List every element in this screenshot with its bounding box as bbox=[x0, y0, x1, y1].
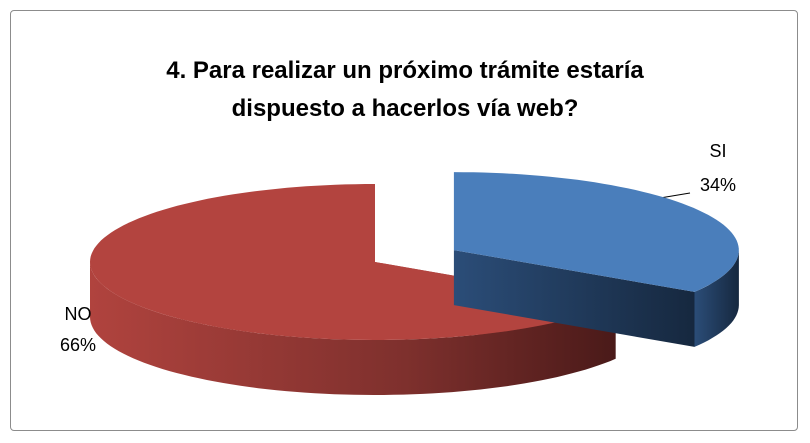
chart-title: 4. Para realizar un próximo trámite esta… bbox=[166, 57, 644, 122]
slice-value-label: 66% bbox=[60, 335, 96, 355]
slice-side bbox=[90, 262, 616, 395]
slice-category-label: SI bbox=[709, 141, 726, 161]
slice-category-label: NO bbox=[65, 304, 92, 324]
chart-frame bbox=[10, 10, 798, 431]
slice-wall bbox=[453, 250, 695, 347]
slice-value-label: 34% bbox=[700, 175, 736, 195]
slice-side bbox=[694, 250, 739, 347]
slice bbox=[453, 172, 739, 292]
